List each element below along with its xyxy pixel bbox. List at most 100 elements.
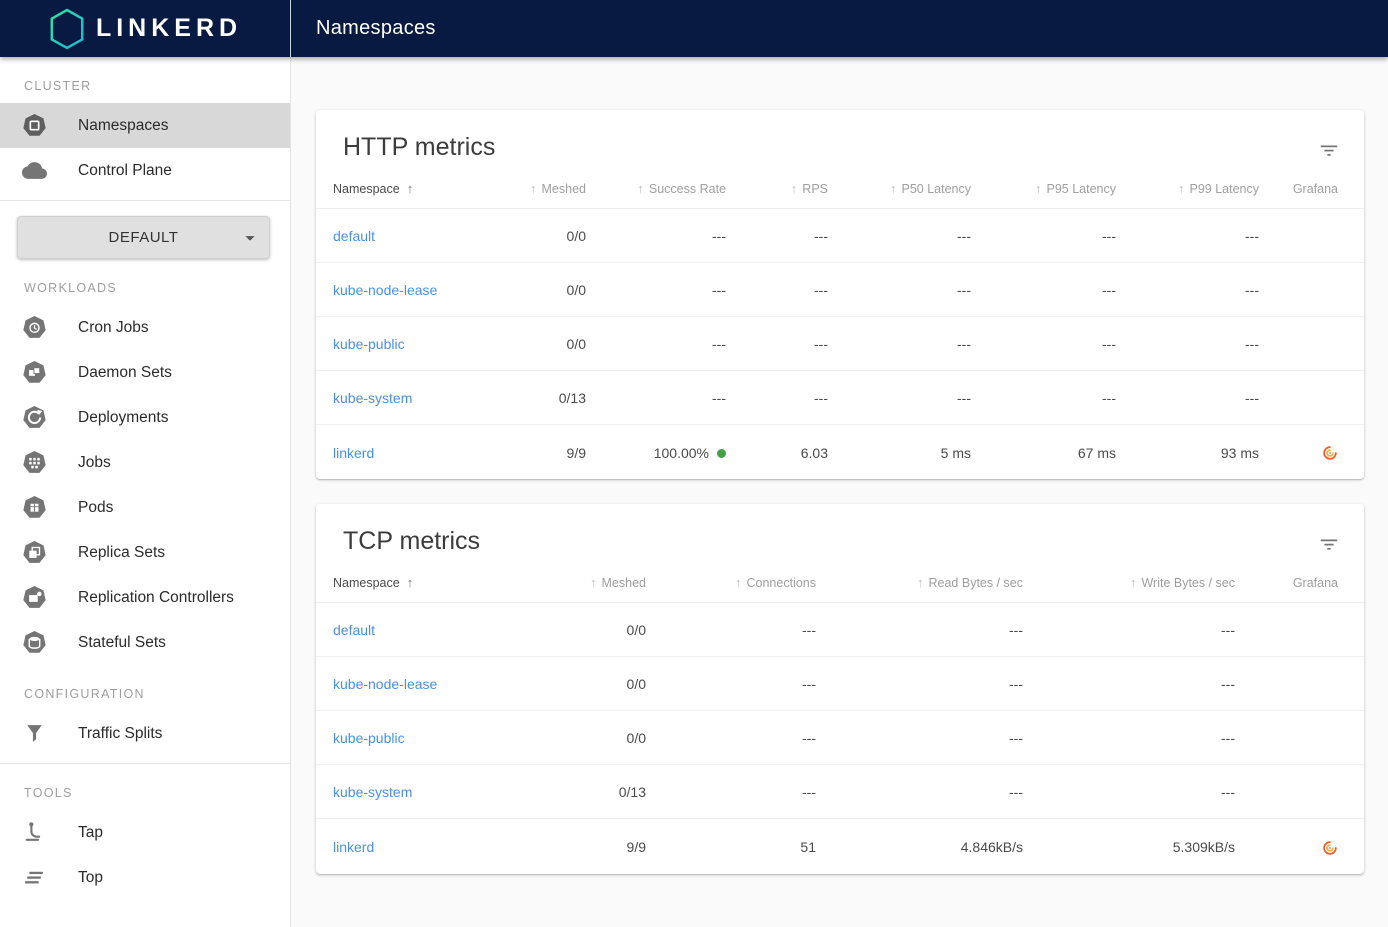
p95-cell: 67 ms — [1077, 444, 1116, 461]
table-row: default 0/0 --- --- --- --- --- — [316, 208, 1364, 263]
namespace-link[interactable]: default — [333, 622, 376, 639]
sidebar-item-label: Stateful Sets — [78, 633, 166, 651]
namespaces-icon — [23, 114, 46, 136]
column-header-success-rate[interactable]: ↑ Success Rate — [586, 166, 726, 209]
column-header-p95-latency[interactable]: ↑ P95 Latency — [971, 166, 1116, 209]
section-label-cluster: CLUSTER — [24, 79, 92, 93]
grafana-cell — [1259, 262, 1364, 317]
sort-ascending-icon: ↑ — [406, 575, 414, 591]
column-header-namespace[interactable]: Namespace ↑ — [316, 560, 556, 604]
replication-controllers-icon — [23, 586, 46, 608]
connections-cell: --- — [646, 656, 816, 712]
top-icon — [25, 871, 43, 884]
appbar: LINKERD Namespaces — [0, 0, 1388, 57]
sidebar-item-replication-controllers[interactable]: Replication Controllers — [0, 575, 290, 620]
namespace-link[interactable]: kube-node-lease — [333, 676, 438, 693]
sidebar-item-deployments[interactable]: Deployments — [0, 395, 290, 440]
sidebar-item-label: Cron Jobs — [78, 318, 149, 336]
column-header-read-bytes[interactable]: ↑ Read Bytes / sec — [816, 560, 1023, 604]
cloud-icon — [22, 162, 47, 179]
namespace-link[interactable]: default — [333, 228, 376, 244]
sidebar-item-label: Pods — [78, 498, 114, 516]
stateful-sets-icon — [23, 631, 46, 653]
p50-cell: --- — [828, 370, 971, 425]
column-header-connections[interactable]: ↑ Connections — [646, 560, 816, 604]
read-bytes-cell: --- — [816, 764, 1023, 820]
read-bytes-cell: 4.846kB/s — [960, 838, 1023, 855]
column-header-meshed[interactable]: ↑ Meshed — [506, 166, 586, 209]
grafana-cell — [1259, 370, 1364, 425]
grafana-cell — [1235, 656, 1364, 712]
write-bytes-cell: --- — [1023, 710, 1235, 766]
grafana-cell — [1235, 764, 1364, 820]
sidebar-item-namespaces[interactable]: Namespaces — [0, 103, 290, 148]
p95-cell: --- — [971, 262, 1116, 317]
success-rate-cell: --- — [586, 208, 726, 263]
table-row: kube-system 0/13 --- --- --- --- --- — [316, 370, 1364, 425]
sort-arrow-icon: ↑ — [890, 181, 897, 196]
sort-arrow-icon: ↑ — [590, 575, 597, 591]
sidebar-item-pods[interactable]: Pods — [0, 485, 290, 530]
column-header-p99-latency[interactable]: ↑ P99 Latency — [1116, 166, 1259, 209]
sidebar-item-label: Namespaces — [78, 116, 169, 134]
sidebar-item-replica-sets[interactable]: Replica Sets — [0, 530, 290, 575]
namespace-selector-button[interactable]: DEFAULT — [17, 216, 270, 259]
sidebar-item-cron-jobs[interactable]: Cron Jobs — [0, 305, 290, 350]
namespace-link[interactable]: kube-system — [333, 784, 413, 801]
namespace-link[interactable]: linkerd — [333, 444, 375, 461]
column-header-meshed[interactable]: ↑ Meshed — [556, 560, 646, 604]
grafana-cell — [1235, 710, 1364, 766]
sidebar-item-tap[interactable]: Tap — [0, 810, 290, 855]
column-header-write-bytes[interactable]: ↑ Write Bytes / sec — [1023, 560, 1235, 604]
meshed-cell: 0/0 — [506, 316, 586, 371]
read-bytes-cell: --- — [816, 710, 1023, 766]
column-header-grafana: Grafana — [1259, 166, 1364, 209]
filter-list-icon[interactable] — [1318, 534, 1340, 556]
sidebar-item-label: Deployments — [78, 408, 169, 426]
rps-cell: 6.03 — [800, 444, 828, 461]
meshed-cell: 0/0 — [556, 602, 646, 658]
column-header-rps[interactable]: ↑ RPS — [726, 166, 828, 209]
replica-sets-icon — [23, 541, 46, 563]
sidebar-item-daemon-sets[interactable]: Daemon Sets — [0, 350, 290, 395]
p50-cell: --- — [828, 208, 971, 263]
namespace-link[interactable]: linkerd — [333, 838, 375, 855]
grafana-link-icon[interactable] — [1322, 840, 1338, 856]
grafana-cell — [1259, 208, 1364, 263]
sidebar-item-top[interactable]: Top — [0, 855, 290, 900]
column-header-grafana: Grafana — [1235, 560, 1364, 604]
namespace-link[interactable]: kube-system — [333, 390, 413, 406]
sidebar-item-label: Tap — [78, 823, 103, 841]
meshed-cell: 0/13 — [506, 370, 586, 425]
grafana-cell — [1259, 316, 1364, 371]
sidebar-item-stateful-sets[interactable]: Stateful Sets — [0, 620, 290, 665]
sidebar-item-label: Replication Controllers — [78, 588, 234, 606]
connections-cell: --- — [646, 710, 816, 766]
success-rate-cell: --- — [586, 370, 726, 425]
daemon-sets-icon — [23, 361, 46, 383]
grafana-link-icon[interactable] — [1322, 445, 1338, 461]
sidebar-item-label: Daemon Sets — [78, 363, 172, 381]
section-label-workloads: WORKLOADS — [24, 281, 117, 295]
namespace-link[interactable]: kube-public — [333, 336, 405, 352]
sidebar-item-label: Jobs — [78, 453, 111, 471]
filter-list-icon[interactable] — [1318, 140, 1340, 162]
success-rate-cell: --- — [586, 262, 726, 317]
read-bytes-cell: --- — [816, 602, 1023, 658]
sidebar-item-jobs[interactable]: Jobs — [0, 440, 290, 485]
sidebar-item-label: Control Plane — [78, 161, 172, 179]
column-header-namespace[interactable]: Namespace ↑ — [316, 166, 506, 209]
sort-ascending-icon: ↑ — [406, 181, 414, 196]
sidebar-item-label: Traffic Splits — [78, 724, 163, 742]
sidebar-divider — [0, 763, 290, 764]
meshed-cell: 0/13 — [556, 764, 646, 820]
funnel-icon — [27, 725, 42, 742]
namespace-link[interactable]: kube-public — [333, 730, 405, 747]
write-bytes-cell: --- — [1023, 602, 1235, 658]
sidebar-item-control-plane[interactable]: Control Plane — [0, 148, 290, 193]
column-header-p50-latency[interactable]: ↑ P50 Latency — [828, 166, 971, 209]
namespace-link[interactable]: kube-node-lease — [333, 282, 438, 298]
http-metrics-card: HTTP metrics Namespace ↑ ↑ Meshed ↑ Success… — [316, 110, 1364, 480]
sidebar-item-traffic-splits[interactable]: Traffic Splits — [0, 711, 290, 756]
brand-logo[interactable]: LINKERD — [0, 0, 291, 57]
